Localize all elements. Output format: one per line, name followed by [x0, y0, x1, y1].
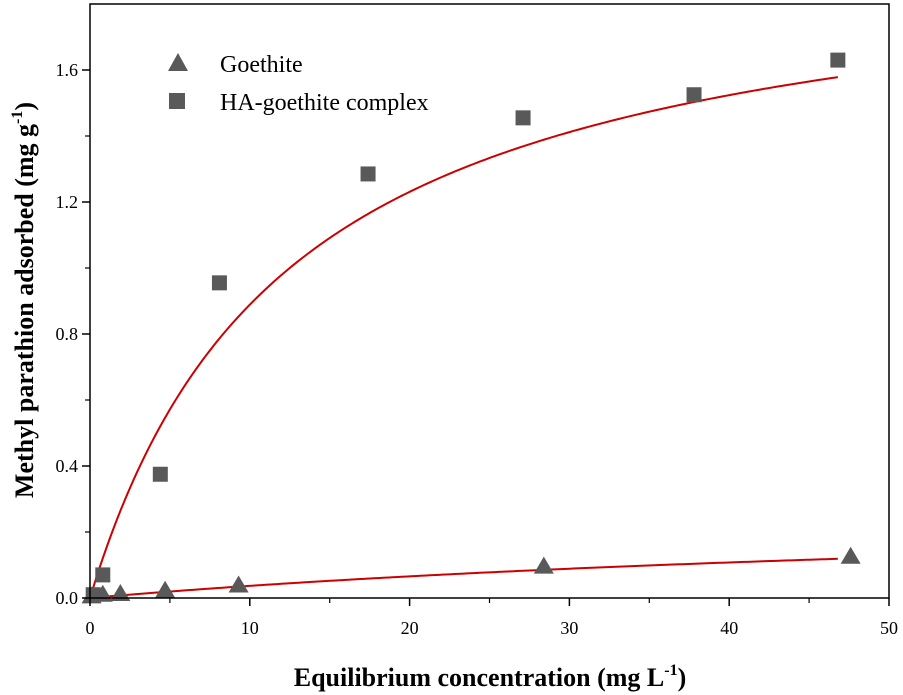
x-axis-title: Equilibrium concentration (mg L-1): [294, 662, 687, 692]
ha-goethite-point: [211, 275, 227, 291]
x-tick-label: 20: [401, 618, 419, 638]
ha-goethite-point: [152, 466, 168, 482]
goethite-point: [533, 556, 554, 574]
legend-label-goethite: Goethite: [220, 52, 303, 78]
x-axis-ticks: 0 10 20 30 40 50: [86, 598, 898, 638]
ha-goethite-point: [85, 587, 101, 603]
data-points: [81, 52, 861, 604]
ha-goethite-point: [515, 110, 531, 126]
plot-frame: [89, 3, 890, 599]
fit-curves: [89, 76, 839, 599]
legend-label-ha-goethite: HA-goethite complex: [220, 90, 429, 116]
x-tick-label: 30: [560, 618, 578, 638]
goethite-point: [110, 584, 131, 602]
y-tick-label: 0.4: [56, 456, 79, 476]
y-tick-label: 1.2: [56, 192, 79, 212]
x-tick-label: 0: [86, 618, 95, 638]
ha-goethite-point: [95, 567, 111, 583]
fit-curve-0: [89, 557, 838, 599]
ha-goethite-point: [686, 87, 702, 103]
y-tick-label: 0.0: [56, 588, 79, 608]
ha-goethite-point: [830, 52, 846, 68]
goethite-point: [840, 546, 861, 564]
y-axis-ticks: 0.0 0.4 0.8 1.2 1.6: [56, 60, 90, 608]
x-tick-label: 50: [880, 618, 898, 638]
x-tick-label: 10: [241, 618, 259, 638]
ha-goethite-point: [360, 166, 376, 182]
fit-curve-1: [89, 76, 839, 599]
x-tick-label: 40: [720, 618, 738, 638]
legend-marker-goethite: [168, 53, 188, 71]
y-tick-label: 1.6: [56, 60, 79, 80]
y-axis-title: Methyl parathion adsorbed (mg g-1): [9, 102, 39, 498]
goethite-point: [155, 580, 176, 598]
legend: Goethite HA-goethite complex: [168, 52, 429, 116]
y-tick-label: 0.8: [56, 324, 79, 344]
legend-marker-ha-goethite: [169, 93, 185, 109]
goethite-point: [228, 575, 249, 593]
